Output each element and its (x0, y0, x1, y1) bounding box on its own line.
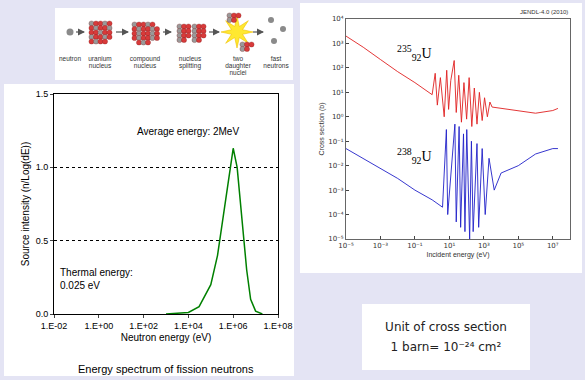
svg-text:1.0: 1.0 (36, 162, 49, 172)
svg-text:neutron: neutron (59, 55, 81, 62)
svg-text:Incident energy (eV): Incident energy (eV) (426, 251, 489, 259)
svg-text:0.5: 0.5 (36, 236, 49, 246)
svg-text:1.E-02: 1.E-02 (41, 321, 68, 331)
svg-text:JENDL-4.0 (2010): JENDL-4.0 (2010) (520, 9, 568, 15)
svg-text:10⁰: 10⁰ (332, 113, 344, 121)
svg-text:1.E+02: 1.E+02 (129, 321, 158, 331)
svg-text:10³: 10³ (478, 242, 490, 250)
svg-text:twodaughternuclei: twodaughternuclei (225, 55, 251, 76)
svg-text:10⁻⁵: 10⁻⁵ (338, 242, 354, 250)
svg-text:10⁻⁴: 10⁻⁴ (328, 211, 344, 219)
svg-text:1.E+00: 1.E+00 (84, 321, 113, 331)
html-text:1 barn= 10⁻²⁴ cm²: 1 barn= 10⁻²⁴ cm² (390, 340, 502, 354)
svg-text:10⁻³: 10⁻³ (373, 242, 389, 250)
svg-text:10⁻²: 10⁻² (328, 162, 344, 170)
svg-text:1.E+08: 1.E+08 (264, 321, 293, 331)
svg-text:10⁻³: 10⁻³ (328, 187, 344, 195)
svg-text:10⁴: 10⁴ (332, 15, 344, 23)
svg-text:compoundnucleus: compoundnucleus (130, 55, 161, 69)
svg-text:10²: 10² (332, 64, 344, 72)
svg-text:10⁵: 10⁵ (512, 242, 524, 250)
svg-text:10⁷: 10⁷ (547, 242, 559, 250)
svg-text:1.5: 1.5 (36, 89, 49, 99)
svg-text:Thermal energy:0.025 eV: Thermal energy:0.025 eV (60, 267, 133, 291)
svg-text:1.E+06: 1.E+06 (219, 321, 248, 331)
svg-text:10¹: 10¹ (444, 242, 456, 250)
svg-text:10¹: 10¹ (332, 89, 344, 97)
svg-text:Source intensity (n/Log(dE)): Source intensity (n/Log(dE)) (20, 142, 31, 267)
svg-text:0.0: 0.0 (36, 309, 49, 319)
svg-text:Energy spectrum of fission neu: Energy spectrum of fission neutrons (78, 363, 254, 375)
svg-text:​235​​92​U: ​235​​92​U (397, 43, 432, 63)
svg-text:uraniumnucleus: uraniumnucleus (88, 55, 112, 69)
svg-text:Average energy: 2MeV: Average energy: 2MeV (137, 126, 239, 137)
svg-text:Neutron energy (eV): Neutron energy (eV) (121, 332, 212, 343)
svg-text:nucleussplitting: nucleussplitting (179, 55, 202, 70)
svg-text:10³: 10³ (332, 40, 344, 48)
svg-text:Cross section (b): Cross section (b) (318, 103, 326, 156)
svg-text:10⁻¹: 10⁻¹ (407, 242, 423, 250)
svg-text:10⁻⁵: 10⁻⁵ (328, 235, 344, 243)
html-text:Unit of cross section: Unit of cross section (385, 320, 507, 334)
svg-text:10⁻¹: 10⁻¹ (328, 138, 344, 146)
svg-text:​238​​92​U: ​238​​92​U (397, 146, 432, 166)
svg-text:fastneutrons: fastneutrons (263, 55, 289, 69)
svg-text:1.E+04: 1.E+04 (174, 321, 203, 331)
